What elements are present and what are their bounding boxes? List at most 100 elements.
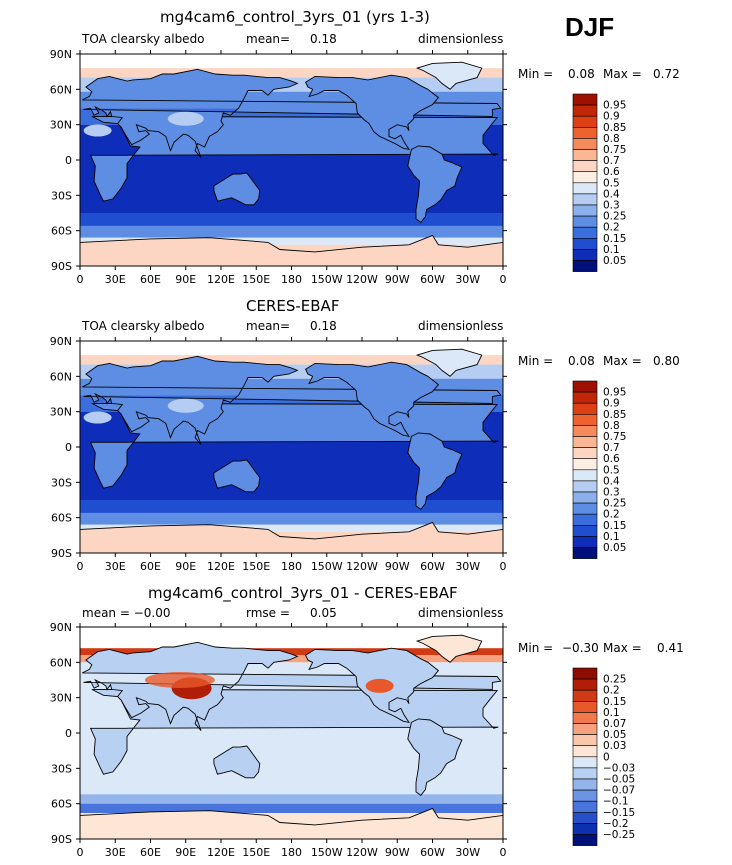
lon-tick-label: 150W: [311, 273, 343, 286]
lon-tick-label: 0: [500, 846, 507, 859]
lon-tick-label: 30E: [105, 273, 126, 286]
lat-tick-label: 60S: [51, 225, 72, 238]
coastline-antarctica: [80, 807, 503, 839]
lon-tick-label: 120E: [207, 560, 235, 573]
colorbar-box: [572, 723, 598, 735]
colorbar-box: [572, 502, 598, 515]
colorbar-level-label: −0.1: [603, 796, 629, 808]
colorbar-box: [572, 104, 598, 117]
colorbar-box: [572, 93, 598, 106]
colorbar-box: [572, 127, 598, 139]
colorbar-box: [572, 193, 598, 206]
colorbar-level-label: 0.25: [603, 498, 626, 510]
colorbar-level-label: 0.4: [603, 475, 620, 487]
colorbar-box: [572, 480, 598, 493]
colorbar-level-label: 0.75: [603, 431, 626, 443]
lat-tick-label: 90S: [51, 260, 72, 273]
lat-tick-label: 60N: [50, 656, 72, 669]
colorbar-box: [572, 491, 598, 504]
lon-tick-label: 150E: [242, 560, 270, 573]
panel-1-min-value: 0.08: [568, 67, 595, 81]
colorbar-level-label: 0.8: [603, 420, 620, 432]
colorbar-3: 0.250.20.150.10.070.050.030−0.03−0.05−0.…: [572, 667, 635, 846]
lat-tick-label: 90N: [50, 335, 72, 348]
coastline-australia: [213, 172, 261, 206]
colorbar-level-label: 0.2: [603, 685, 620, 697]
lon-tick-label: 90E: [175, 273, 196, 286]
colorbar-box: [572, 391, 598, 404]
colorbar-box: [572, 149, 598, 161]
colorbar-level-label: 0.25: [603, 674, 626, 686]
colorbar-level-label: 0.05: [603, 542, 626, 554]
colorbar-box: [572, 204, 598, 217]
panel-3-rmse-label: rmse =: [246, 606, 290, 620]
lat-tick-label: 90S: [51, 547, 72, 560]
colorbar-level-label: 0.3: [603, 487, 620, 499]
sahara-bright-land: [83, 124, 112, 137]
colorbar-box: [572, 524, 598, 537]
colorbar-box: [572, 823, 598, 835]
coastline-north-america: [305, 74, 440, 151]
colorbar-level-label: 0.6: [603, 453, 620, 465]
panel-3-title: mg4cam6_control_3yrs_01 - CERES-EBAF: [148, 584, 458, 602]
colorbar-box: [572, 115, 598, 128]
lon-tick-label: 90E: [175, 560, 196, 573]
lon-tick-label: 90E: [175, 846, 196, 859]
season-label: DJF: [565, 12, 615, 42]
panel-2-min-value: 0.08: [568, 354, 595, 368]
colorbar-box: [572, 238, 598, 250]
colorbar-box: [572, 734, 598, 746]
colorbar-level-label: 0.15: [603, 696, 626, 708]
panel-2-max-label: Max =: [603, 354, 642, 368]
lon-tick-label: 60E: [140, 273, 161, 286]
colorbar-box: [572, 789, 598, 802]
colorbar-box: [572, 469, 598, 482]
colorbar-level-label: 0.7: [603, 442, 620, 454]
lon-tick-label: 0: [500, 560, 507, 573]
colorbar-level-label: 0.05: [603, 729, 626, 741]
lat-tick-label: 30S: [51, 476, 72, 489]
colorbar-box: [572, 712, 598, 724]
panel-1-units: dimensionless: [418, 32, 504, 46]
colorbar-box: [572, 380, 598, 393]
panel-3-max-value: 0.41: [657, 641, 684, 655]
colorbar-box: [572, 215, 598, 228]
panel-2-min-label: Min =: [518, 354, 554, 368]
colorbar-level-label: 0.2: [603, 222, 620, 234]
colorbar-box: [572, 745, 598, 758]
colorbar-box: [572, 800, 598, 813]
colorbar-level-label: 0.7: [603, 155, 620, 167]
panel-1-title: mg4cam6_control_3yrs_01 (yrs 1-3): [160, 8, 430, 26]
colorbar-level-label: 0.1: [603, 707, 620, 719]
lat-tick-label: 60N: [50, 83, 72, 96]
colorbar-level-label: 0.95: [603, 100, 626, 112]
lon-tick-label: 180: [281, 273, 302, 286]
colorbar-1: 0.950.90.850.80.750.70.60.50.40.30.250.2…: [572, 93, 626, 272]
coastline-antarctica: [80, 234, 503, 266]
lat-tick-label: 90N: [50, 621, 72, 634]
lat-tick-label: 90S: [51, 833, 72, 846]
colorbar-box: [572, 260, 598, 272]
colorbar-level-label: 0.85: [603, 122, 626, 134]
panel-2-title: CERES-EBAF: [246, 297, 340, 315]
panel-1-max-label: Max =: [603, 67, 642, 81]
lon-tick-label: 90W: [385, 846, 410, 859]
namerica-anomaly: [365, 678, 394, 693]
panel-2-variable-label: TOA clearsky albedo: [82, 319, 205, 333]
colorbar-box: [572, 160, 598, 173]
lon-tick-label: 150W: [311, 560, 343, 573]
colorbar-level-label: 0.75: [603, 144, 626, 156]
colorbar-box: [572, 513, 598, 526]
lon-tick-label: 120E: [207, 846, 235, 859]
lat-tick-label: 60S: [51, 798, 72, 811]
lon-tick-label: 90W: [385, 560, 410, 573]
coastline-eurasia: [82, 355, 502, 445]
colorbar-level-label: 0.9: [603, 111, 620, 123]
colorbar-box: [572, 425, 598, 437]
colorbar-box: [572, 700, 598, 713]
panel-3-mean-text: mean = −0.00: [82, 606, 171, 620]
lon-tick-label: 180: [281, 560, 302, 573]
colorbar-level-label: 0: [603, 751, 610, 763]
colorbar-box: [572, 667, 598, 680]
lat-tick-label: 30N: [50, 119, 72, 132]
